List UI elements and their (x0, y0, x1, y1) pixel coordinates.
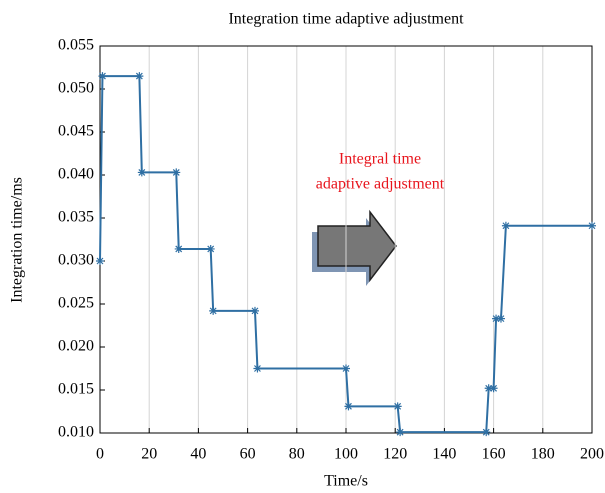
marker (496, 314, 505, 323)
y-tick-label: 0.040 (58, 166, 94, 183)
marker (206, 244, 215, 253)
y-tick-label: 0.025 (58, 295, 94, 312)
y-tick-label: 0.050 (58, 80, 94, 97)
marker (253, 364, 262, 373)
x-tick-label: 160 (482, 446, 506, 463)
marker (250, 306, 259, 315)
x-tick-label: 140 (432, 446, 456, 463)
arrow (312, 209, 397, 286)
x-tick-label: 40 (190, 446, 206, 463)
x-tick-label: 180 (531, 446, 555, 463)
marker (396, 428, 405, 437)
marker (96, 257, 104, 265)
marker (98, 72, 107, 81)
marker (588, 221, 596, 230)
chart-title: Integration time adaptive adjustment (228, 11, 464, 28)
marker (172, 168, 181, 177)
x-tick-label: 20 (141, 446, 157, 463)
y-tick-label: 0.015 (58, 381, 94, 398)
x-tick-label: 100 (334, 446, 358, 463)
y-tick-label: 0.020 (58, 338, 94, 355)
annotation: adaptive adjustment (316, 176, 445, 193)
marker (482, 428, 491, 437)
marker (489, 384, 498, 393)
y-axis-label: Integration time/ms (9, 177, 26, 303)
x-axis-label: Time/s (324, 473, 368, 490)
x-tick-label: 0 (96, 446, 104, 463)
x-tick-label: 60 (240, 446, 256, 463)
y-tick-label: 0.055 (58, 37, 94, 54)
x-tick-label: 120 (383, 446, 407, 463)
marker (174, 244, 183, 253)
marker (135, 72, 144, 81)
marker (393, 402, 402, 411)
marker (492, 314, 501, 323)
marker (137, 168, 146, 177)
marker (342, 364, 350, 373)
marker (501, 221, 510, 230)
y-tick-label: 0.045 (58, 123, 94, 140)
x-tick-label: 200 (580, 446, 604, 463)
marker (484, 384, 493, 393)
x-tick-label: 80 (289, 446, 305, 463)
y-tick-label: 0.035 (58, 209, 94, 226)
arrow-body (317, 209, 397, 283)
marker (344, 402, 353, 411)
y-tick-label: 0.010 (58, 424, 94, 441)
annotation: Integral time (339, 151, 421, 168)
y-tick-label: 0.030 (58, 252, 94, 269)
marker (209, 306, 218, 315)
